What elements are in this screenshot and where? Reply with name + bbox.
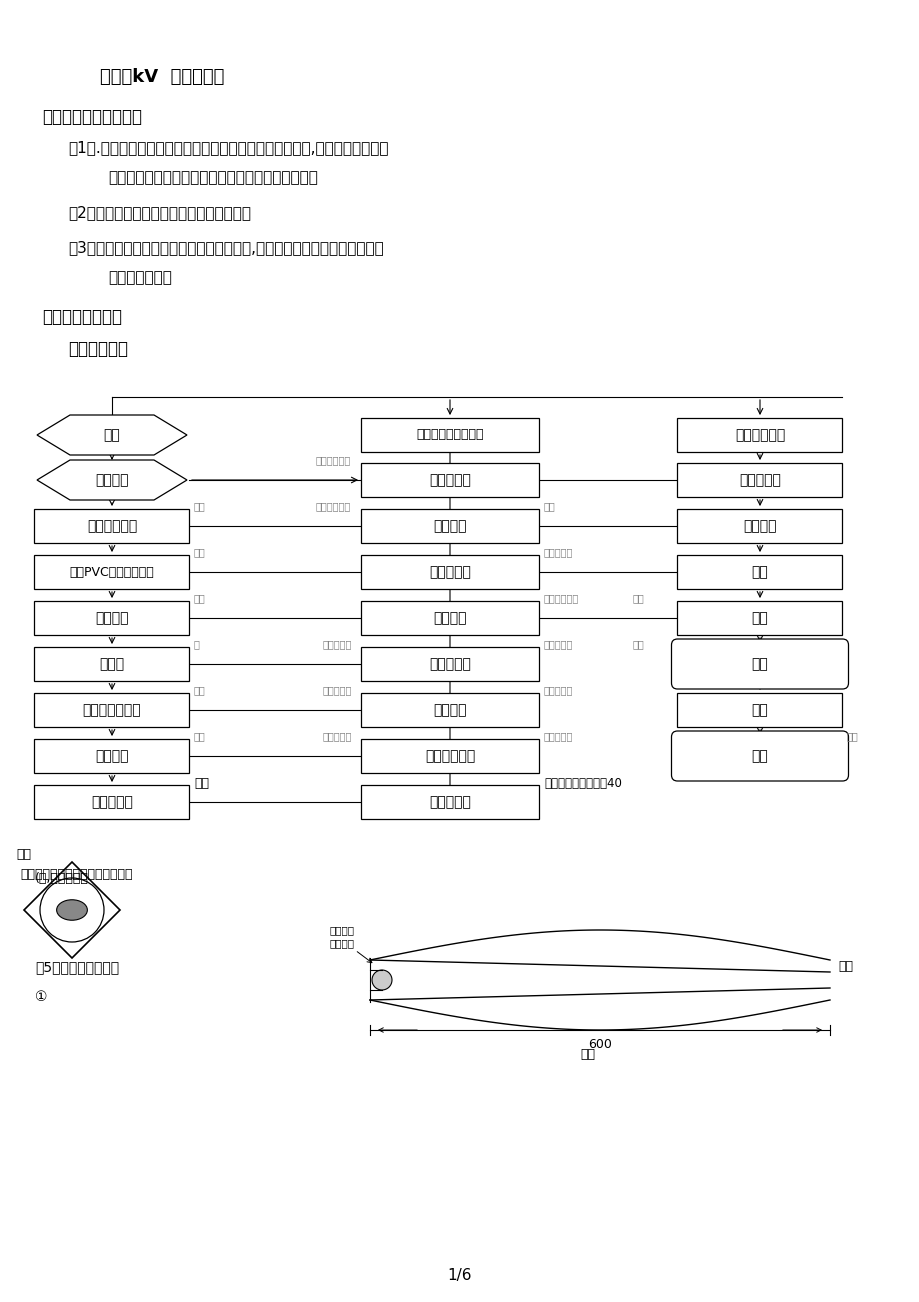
Text: （2）．不能在雨天或过分潮湿的天气工作。: （2）．不能在雨天或过分潮湿的天气工作。 — [68, 204, 251, 220]
Text: 绕包: 绕包 — [194, 777, 209, 790]
Text: 接地: 接地 — [751, 703, 767, 717]
Text: ①: ① — [35, 990, 48, 1004]
Text: （3）．整个作业过程应在清洁的环境下进行,应使用帆布或塑料编织布围设出: （3）．整个作业过程应在清洁的环境下进行,应使用帆布或塑料编织布围设出 — [68, 240, 383, 255]
Text: 消除应力锥: 消除应力锥 — [543, 639, 573, 648]
Polygon shape — [24, 862, 119, 958]
FancyBboxPatch shape — [35, 555, 189, 589]
Text: １１０kV  电缆头制作: １１０kV 电缆头制作 — [100, 68, 224, 86]
FancyBboxPatch shape — [35, 602, 189, 635]
Text: 1/6: 1/6 — [448, 1268, 471, 1282]
Text: 固定: 固定 — [194, 547, 206, 557]
Text: 接头准备: 接头准备 — [96, 473, 129, 487]
FancyBboxPatch shape — [676, 602, 842, 635]
Text: 导体压接: 导体压接 — [433, 519, 466, 533]
FancyBboxPatch shape — [676, 464, 842, 497]
FancyBboxPatch shape — [360, 509, 539, 543]
Text: 结束: 结束 — [751, 749, 767, 763]
Text: 元充硅脂带: 元充硅脂带 — [543, 730, 573, 741]
Text: 密封: 密封 — [751, 611, 767, 625]
Text: 电缆校直: 电缆校直 — [96, 611, 129, 625]
Text: 最终: 最终 — [194, 592, 206, 603]
FancyBboxPatch shape — [676, 509, 842, 543]
Text: 规程。电缆头材料型式、规格应与电缆类型相匹配。: 规程。电缆头材料型式、规格应与电缆类型相匹配。 — [108, 171, 318, 185]
FancyBboxPatch shape — [35, 740, 189, 773]
FancyBboxPatch shape — [360, 785, 539, 819]
Text: 位置标记: 位置标记 — [330, 937, 355, 948]
FancyBboxPatch shape — [35, 509, 189, 543]
Text: 制作: 制作 — [194, 501, 206, 510]
Text: 600: 600 — [587, 1038, 611, 1051]
Text: 安装上部金具: 安装上部金具 — [734, 428, 784, 441]
Text: 绕充: 绕充 — [194, 685, 206, 695]
Text: 涂半导体漆: 涂半导体漆 — [428, 796, 471, 809]
FancyBboxPatch shape — [676, 555, 842, 589]
Text: 行加: 行加 — [194, 730, 206, 741]
Text: 二．施工工艺流程: 二．施工工艺流程 — [42, 309, 122, 326]
FancyBboxPatch shape — [35, 647, 189, 681]
FancyBboxPatch shape — [35, 785, 189, 819]
Text: 消除应力锥: 消除应力锥 — [323, 685, 352, 695]
Circle shape — [40, 878, 104, 943]
Text: 压接前准备: 压接前准备 — [428, 565, 471, 579]
Text: 缩热缩管: 缩热缩管 — [743, 519, 776, 533]
Text: 消除应力锥: 消除应力锥 — [323, 639, 352, 648]
Text: 绕包屏蔽带: 绕包屏蔽带 — [738, 473, 780, 487]
Text: 电缆: 电缆 — [16, 848, 31, 861]
Polygon shape — [37, 460, 187, 500]
Text: 安装下板金具: 安装下板金具 — [315, 454, 351, 465]
Text: 予制件扩张: 予制件扩张 — [428, 658, 471, 671]
Text: 润滑电缆绝缘: 润滑电缆绝缘 — [543, 592, 579, 603]
Text: 消除应力锥: 消除应力锥 — [543, 547, 573, 557]
FancyBboxPatch shape — [671, 639, 847, 689]
Text: 套入部件: 套入部件 — [433, 611, 466, 625]
Text: 一）终端头：: 一）终端头： — [68, 340, 128, 358]
Text: 元充防散布: 元充防散布 — [543, 685, 573, 695]
FancyBboxPatch shape — [35, 693, 189, 727]
Text: 剥切绝缘: 剥切绝缘 — [96, 749, 129, 763]
Text: 角铝: 角铝 — [579, 1048, 595, 1061]
Text: 飞敝: 飞敝 — [632, 639, 644, 648]
Text: 消除应力锥: 消除应力锥 — [323, 730, 352, 741]
Text: 出工: 出工 — [543, 501, 555, 510]
Text: （5）剥切外半导电层: （5）剥切外半导电层 — [35, 960, 119, 974]
Text: 结束: 结束 — [751, 658, 767, 671]
FancyBboxPatch shape — [360, 464, 539, 497]
Text: 过渡斜坡: 过渡斜坡 — [433, 703, 466, 717]
Polygon shape — [37, 415, 187, 454]
Text: 校直: 校直 — [632, 592, 644, 603]
Text: 测量: 测量 — [104, 428, 120, 441]
Text: 一．作业条件、要求：: 一．作业条件、要求： — [42, 108, 142, 126]
Circle shape — [371, 970, 391, 990]
FancyBboxPatch shape — [360, 418, 539, 452]
Text: 套: 套 — [194, 639, 199, 648]
FancyBboxPatch shape — [671, 730, 847, 781]
FancyBboxPatch shape — [360, 602, 539, 635]
FancyBboxPatch shape — [360, 555, 539, 589]
Ellipse shape — [57, 900, 87, 921]
Text: 最终锯断: 最终锯断 — [330, 924, 355, 935]
Text: 剥除PVC护套和铝护层: 剥除PVC护套和铝护层 — [70, 565, 154, 578]
FancyBboxPatch shape — [360, 693, 539, 727]
Text: 安装下板金具: 安装下板金具 — [315, 501, 351, 510]
Text: （1）.电缆头制作时，应由经过培训的熟悉工艺的人员进行,严格遵守制作工艺: （1）.电缆头制作时，应由经过培训的熟悉工艺的人员进行,严格遵守制作工艺 — [68, 141, 388, 155]
Text: 最终位置锯断电缆，锯面应垂直。: 最终位置锯断电缆，锯面应垂直。 — [21, 868, 133, 881]
FancyBboxPatch shape — [360, 647, 539, 681]
Text: 予制件定位: 予制件定位 — [428, 473, 471, 487]
FancyBboxPatch shape — [676, 418, 842, 452]
Text: (下,除去角铝。: (下,除去角铝。 — [35, 872, 89, 885]
Text: 加热: 加热 — [846, 730, 857, 741]
FancyBboxPatch shape — [676, 693, 842, 727]
Text: 接地: 接地 — [751, 565, 767, 579]
Text: 临时锯断电缆: 临时锯断电缆 — [86, 519, 137, 533]
Text: 安装出线杆锁紧螺母: 安装出线杆锁紧螺母 — [415, 428, 483, 441]
Text: 砂磨绝缘表面: 砂磨绝缘表面 — [425, 749, 474, 763]
Text: 剥切外半导电层: 剥切外半导电层 — [83, 703, 142, 717]
Text: 压接出线杆: 压接出线杆 — [91, 796, 132, 809]
Text: 一个封闭空间。: 一个封闭空间。 — [108, 270, 172, 285]
Text: 电缆: 电缆 — [837, 960, 852, 973]
Text: 己夹紧，自然冷却至40: 己夹紧，自然冷却至40 — [543, 777, 621, 790]
FancyBboxPatch shape — [360, 740, 539, 773]
Text: 锯电缆: 锯电缆 — [99, 658, 124, 671]
